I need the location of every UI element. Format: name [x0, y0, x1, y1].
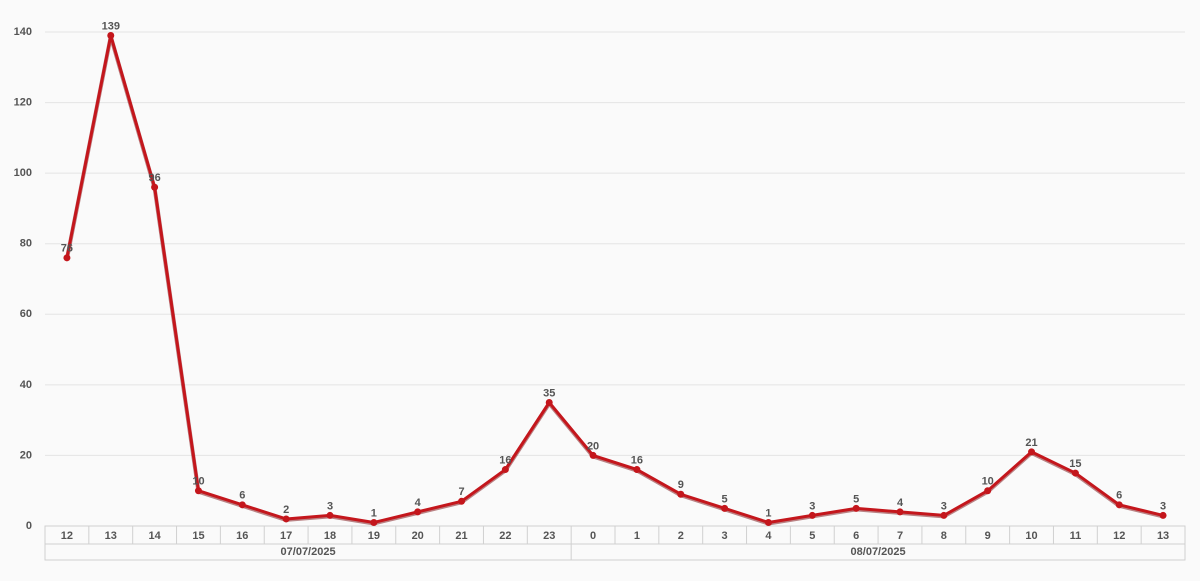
value-label: 3 — [941, 500, 947, 512]
value-label: 76 — [61, 243, 73, 255]
x-tick-label: 12 — [61, 530, 73, 542]
y-tick-label: 60 — [20, 308, 32, 320]
y-tick-label: 120 — [14, 96, 32, 108]
value-label: 15 — [1069, 458, 1081, 470]
x-tick-label: 21 — [455, 530, 467, 542]
value-label: 7 — [458, 486, 464, 498]
line — [65, 34, 1164, 524]
point — [1071, 469, 1079, 477]
value-label: 20 — [587, 440, 599, 452]
x-tick-label: 3 — [722, 530, 728, 542]
value-label: 4 — [897, 497, 904, 509]
value-label: 6 — [239, 490, 245, 502]
y-tick-label: 140 — [14, 26, 32, 38]
y-tick-label: 20 — [20, 449, 32, 461]
x-tick-label: 20 — [412, 530, 424, 542]
point — [414, 508, 422, 516]
point — [501, 466, 509, 474]
value-label: 139 — [102, 20, 120, 32]
x-tick-label: 5 — [809, 530, 815, 542]
point — [1028, 448, 1036, 456]
y-tick-label: 100 — [14, 167, 32, 179]
value-label: 10 — [982, 476, 994, 488]
point — [1159, 511, 1167, 519]
x-tick-label: 16 — [236, 530, 248, 542]
x-tick-label: 13 — [1157, 530, 1169, 542]
value-label: 5 — [722, 493, 728, 505]
value-label: 2 — [283, 504, 289, 516]
x-tick-label: 10 — [1025, 530, 1037, 542]
y-tick-label: 0 — [26, 520, 32, 532]
x-tick-label: 12 — [1113, 530, 1125, 542]
point — [107, 32, 115, 40]
x-tick-label: 23 — [543, 530, 555, 542]
x-tick-label: 9 — [985, 530, 991, 542]
point — [282, 515, 290, 523]
point — [194, 487, 202, 495]
value-label: 3 — [809, 500, 815, 512]
point — [545, 399, 553, 406]
point — [984, 487, 992, 495]
x-tick-label: 15 — [192, 530, 204, 542]
value-label: 5 — [853, 493, 859, 505]
point — [896, 508, 904, 516]
value-label: 96 — [148, 172, 160, 184]
value-label: 3 — [327, 500, 333, 512]
point — [458, 497, 466, 505]
value-label: 6 — [1116, 490, 1122, 502]
point — [677, 490, 685, 498]
x-tick-label: 18 — [324, 530, 336, 542]
y-tick-label: 80 — [20, 238, 32, 250]
point — [940, 511, 948, 519]
value-label: 1 — [371, 507, 377, 519]
x-tick-label: 0 — [590, 530, 596, 542]
x-tick-label: 4 — [765, 530, 772, 542]
value-label: 16 — [631, 454, 643, 466]
value-label: 1 — [765, 507, 771, 519]
point — [63, 254, 71, 262]
point — [721, 504, 729, 512]
point — [589, 451, 597, 459]
point — [326, 511, 334, 519]
point — [370, 518, 378, 526]
value-label: 10 — [192, 476, 204, 488]
group-label: 08/07/2025 — [851, 546, 906, 558]
value-label: 9 — [678, 479, 684, 491]
point — [151, 183, 159, 191]
group-label: 07/07/2025 — [281, 546, 336, 558]
value-label: 3 — [1160, 500, 1166, 512]
x-tick-label: 6 — [853, 530, 859, 542]
x-tick-label: 13 — [105, 530, 117, 542]
value-label: 21 — [1025, 437, 1037, 449]
x-tick-label: 8 — [941, 530, 947, 542]
value-label: 4 — [415, 497, 422, 509]
point — [808, 511, 816, 519]
x-tick-label: 11 — [1070, 530, 1082, 542]
x-tick-label: 7 — [897, 530, 903, 542]
y-tick-label: 40 — [20, 379, 32, 391]
x-tick-label: 22 — [499, 530, 511, 542]
x-tick-label: 14 — [148, 530, 161, 542]
value-label: 16 — [499, 454, 511, 466]
x-tick-label: 1 — [634, 530, 640, 542]
point — [633, 466, 641, 474]
point — [1115, 501, 1123, 509]
x-tick-label: 19 — [368, 530, 380, 542]
x-tick-label: 2 — [678, 530, 684, 542]
point — [764, 518, 772, 526]
value-label: 35 — [543, 387, 555, 399]
x-tick-label: 17 — [280, 530, 292, 542]
point — [852, 504, 860, 512]
point — [238, 501, 246, 509]
